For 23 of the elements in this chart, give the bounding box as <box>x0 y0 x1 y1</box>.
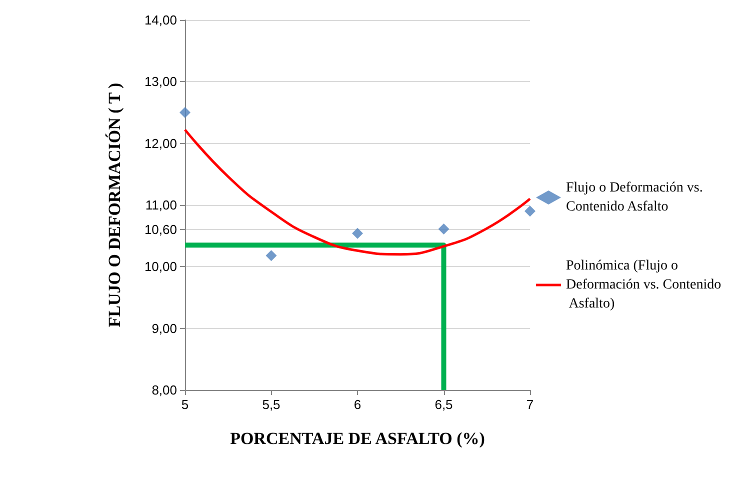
y-tick-label: 10,00 <box>144 259 177 274</box>
x-tick-label: 7 <box>526 397 534 412</box>
y-tick-label: 12,00 <box>144 136 177 151</box>
x-tick-label: 5 <box>181 397 189 412</box>
line-series <box>184 128 532 256</box>
point <box>266 250 277 262</box>
x-tick-label: 6,5 <box>434 397 453 412</box>
y-axis-title: FLUJO O DEFORMACIÓN ( T ) <box>105 82 124 328</box>
x-axis-title: PORCENTAJE DE ASFALTO (%) <box>230 429 485 448</box>
point <box>180 107 190 118</box>
y-tick-label: 9,00 <box>152 320 177 336</box>
x-tick-label: 5,5 <box>262 397 280 412</box>
legend-label: Polinómica (Flujo o Deformación vs. Contenido Asfalto) <box>566 258 722 312</box>
y-tick-label: 10,60 <box>144 222 177 238</box>
x-tick-label: 6 <box>354 397 362 412</box>
point <box>524 206 536 217</box>
y-tick-label: 13,00 <box>144 74 177 90</box>
y-tick-label: 11,00 <box>145 198 177 212</box>
y-tick-label: 14,00 <box>144 12 177 28</box>
legend-label: Flujo o Deformación vs. Contenido Asfalto <box>566 180 706 214</box>
point <box>438 224 450 235</box>
point <box>352 228 363 239</box>
y-tick-label: 8,00 <box>152 382 177 398</box>
